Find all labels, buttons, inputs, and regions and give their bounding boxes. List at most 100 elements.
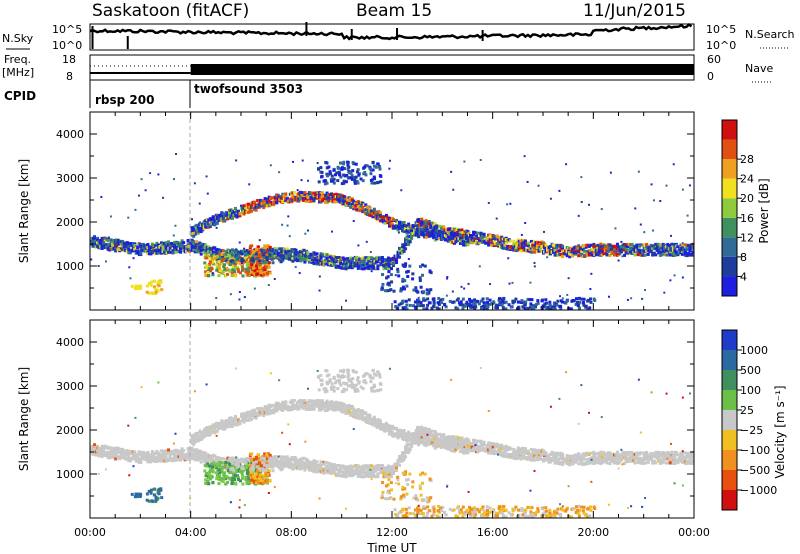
low-band-velocity-cell (149, 458, 153, 462)
ground-scatter-power-cell (471, 305, 475, 309)
low-band-power-cell (457, 228, 461, 232)
low-band-power-cell (584, 243, 588, 247)
morning-patch-power-cell (220, 259, 224, 263)
low-band-power-cell (100, 242, 104, 246)
low-band-power-cell (328, 257, 332, 261)
low-band-power-cell (367, 256, 371, 260)
upper-arc-power-cell (278, 198, 282, 202)
low-band-power-cell (565, 250, 569, 254)
low-band-power-cell (503, 246, 507, 250)
low-band-power-cell (421, 224, 425, 228)
morning-patch-power-cell (205, 271, 209, 275)
upper-arc-power-cell (402, 228, 406, 232)
morning-patch-power-cell (223, 267, 227, 271)
upper-arc-power-cell (192, 234, 196, 238)
upper-arc-power-cell (291, 196, 295, 200)
low-band-power-cell (692, 246, 694, 250)
low-band-power-cell (568, 246, 572, 250)
speckle-power-cell (637, 170, 640, 173)
upper-arc-power-cell (291, 191, 295, 195)
low-band-velocity-cell (196, 453, 200, 457)
ground-scatter-power-cell (588, 306, 592, 310)
low-band-power-cell (190, 238, 194, 242)
low-band-power-cell (679, 247, 683, 251)
ground-scatter-power-cell (545, 301, 549, 305)
orange-patch-power-cell (264, 262, 268, 266)
speckle-power-cell (104, 260, 107, 263)
low-band-power-cell (636, 250, 640, 254)
low-band-power-cell (574, 245, 578, 249)
low-band-power-cell (522, 248, 526, 252)
low-band-power-cell (171, 243, 175, 247)
low-band-power-cell (487, 233, 491, 237)
upper-arc-power-cell (276, 195, 280, 199)
low-band-power-cell (131, 249, 135, 253)
speckle-power-cell (205, 175, 208, 178)
speckle-power-cell (533, 261, 536, 264)
ground-scatter-power-cell (432, 299, 436, 303)
low-band-power-cell (139, 252, 143, 256)
morning-lower-power-cell (252, 253, 256, 257)
low-band-power-cell (328, 262, 332, 266)
low-band-power-cell (373, 267, 377, 271)
low-band-power-cell (158, 248, 162, 252)
low-band-power-cell (423, 218, 427, 222)
noon-patch-power-cell (390, 280, 394, 284)
upper-arc-power-cell (331, 195, 335, 199)
low-band-power-cell (127, 242, 131, 246)
orange-patch-power-cell (263, 268, 267, 272)
noon-patch-power-cell (389, 273, 393, 277)
low-band-velocity-cell (188, 456, 192, 460)
low-band-power-cell (473, 230, 477, 234)
upper-arc-power-cell (292, 198, 296, 202)
upper-arc-power-cell (330, 196, 334, 200)
low-band-power-cell (540, 249, 544, 253)
low-band-power-cell (638, 244, 642, 248)
morning-patch-power-cell (209, 269, 213, 273)
velocity-heatmap (90, 366, 694, 518)
upper-arc-power-cell (202, 227, 206, 231)
low-band-power-cell (398, 251, 402, 255)
low-band-power-cell (547, 245, 551, 249)
low-band-power-cell (495, 234, 499, 238)
morning-patch-power-cell (222, 263, 226, 267)
low-band-power-cell (355, 256, 359, 260)
low-band-power-cell (136, 248, 140, 252)
upper-arc-power-cell (285, 197, 289, 201)
morning-patch-power-cell (231, 256, 235, 260)
speckle-power-cell (157, 173, 160, 176)
low-band-velocity-cell (192, 455, 196, 459)
orange-patch-power-cell (256, 254, 260, 258)
ground-scatter-power-cell (517, 305, 521, 309)
low-band-velocity-cell (122, 456, 126, 460)
upper-arc-power-cell (413, 226, 417, 230)
upper-arc-power-cell (452, 232, 456, 236)
low-band-power-cell (407, 239, 411, 243)
low-band-power-cell (624, 247, 628, 251)
upper-arc-power-cell (241, 211, 244, 215)
upper-arc-power-cell (282, 198, 286, 202)
speckle-power-cell (370, 270, 373, 273)
low-band-velocity-cell (218, 457, 222, 461)
low-band-power-cell (603, 245, 607, 249)
low-band-power-cell (395, 254, 399, 258)
upper-arc-power-cell (208, 221, 212, 225)
low-band-velocity-cell (125, 457, 129, 461)
upper-arc-power-cell (279, 200, 283, 204)
low-band-velocity-cell (307, 468, 311, 472)
low-band-power-cell (476, 231, 480, 235)
low-band-velocity-cell (193, 452, 197, 456)
low-band-power-cell (307, 260, 311, 264)
low-band-power-cell (680, 248, 684, 252)
upper-arc-power-cell (346, 199, 350, 203)
low-band-velocity-cell (226, 456, 230, 460)
low-band-velocity-cell (312, 459, 316, 463)
morning-patch-power-cell (232, 265, 236, 269)
low-band-power-cell (109, 241, 113, 245)
noon-patch-power-cell (418, 276, 422, 280)
low-band-power-cell (664, 245, 668, 249)
low-band-power-cell (158, 245, 162, 249)
morning-lower-power-cell (279, 260, 283, 264)
low-band-power-cell (661, 242, 665, 246)
